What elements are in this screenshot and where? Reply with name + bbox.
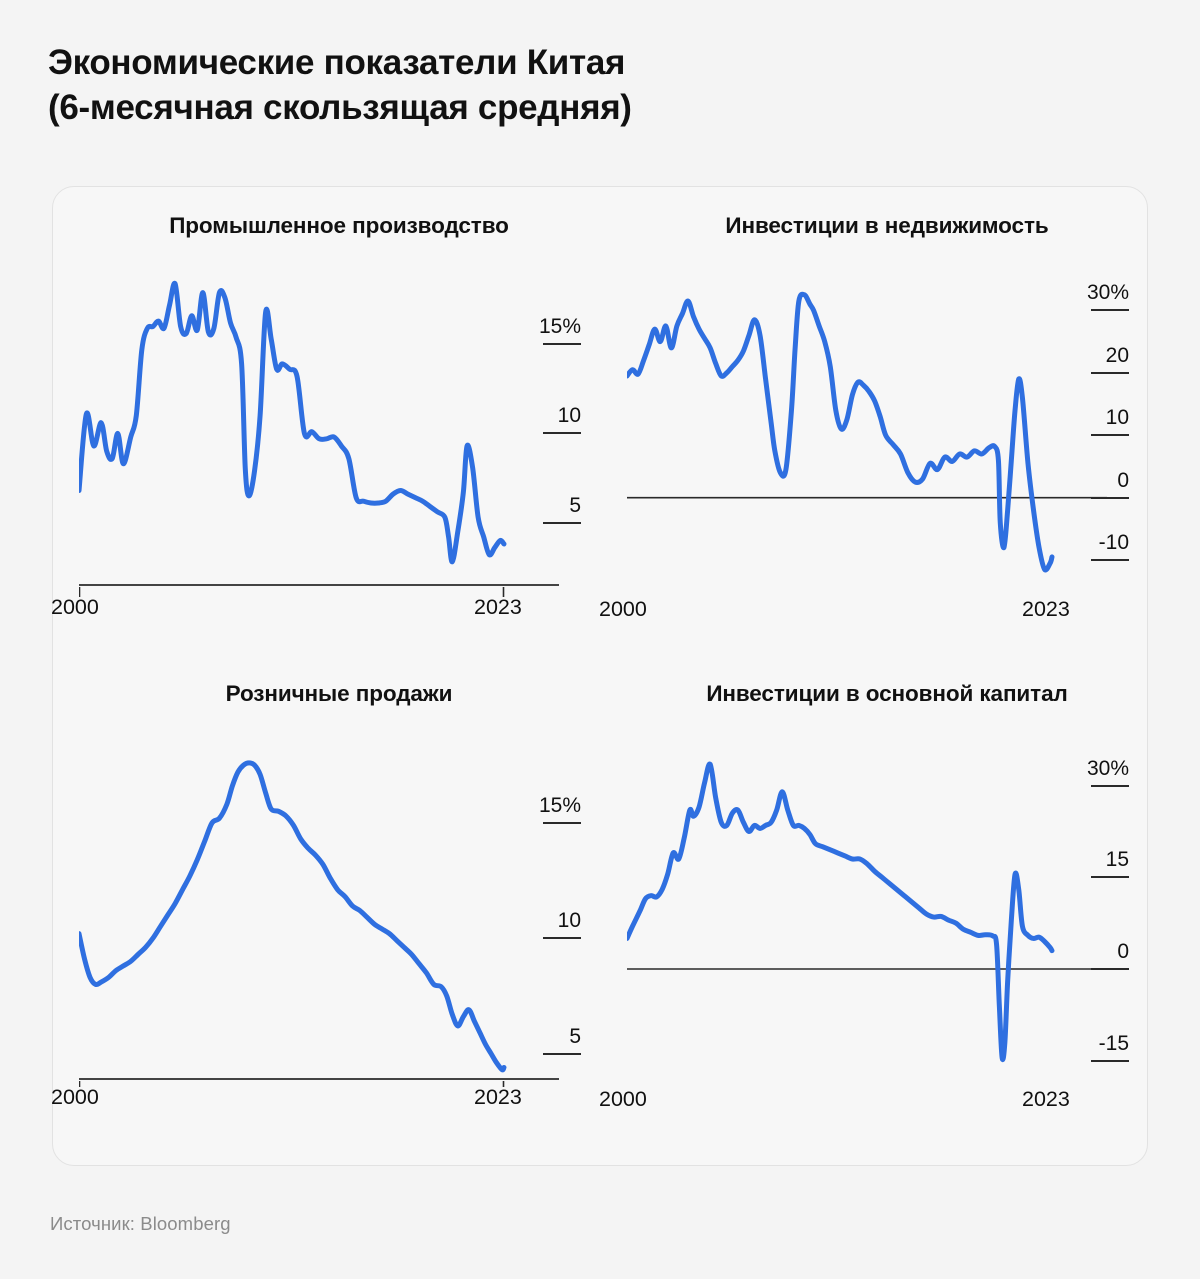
source-note: Источник: Bloomberg [50, 1213, 231, 1234]
y-axis-tick: 15 [1057, 848, 1129, 879]
x-axis-tick-label: 2000 [51, 595, 99, 619]
x-axis-tick-label: 2000 [599, 597, 647, 621]
y-axis-tick-label: 30% [1086, 756, 1129, 780]
y-axis-tick-label: 15% [538, 315, 581, 339]
plot-area [627, 213, 1107, 597]
y-axis-tick: 10 [509, 404, 581, 435]
y-axis-tick-dash [543, 937, 581, 940]
y-axis-tick-label: 0 [1117, 940, 1129, 963]
y-axis-tick-label: 0 [1117, 468, 1129, 492]
plot-area [627, 681, 1107, 1087]
page-title: Экономические показатели Китая (6-месячн… [48, 40, 1048, 130]
y-axis-tick-dash [1091, 309, 1129, 312]
series-svg [627, 761, 1107, 1063]
data-series-line [627, 291, 1055, 573]
x-axis-tick-label: 2023 [474, 1085, 522, 1109]
y-axis-tick: 10 [509, 909, 581, 940]
y-axis-tick-dash [543, 1052, 581, 1055]
y-axis-tick: -15 [1057, 1031, 1129, 1062]
y-axis-tick-dash [543, 343, 581, 346]
series-svg [79, 760, 559, 1087]
y-axis-tick-dash [1091, 371, 1129, 374]
y-axis-tick-label: -15 [1098, 1031, 1129, 1055]
y-axis-tick-label: 15 [1105, 848, 1129, 872]
y-axis-tick-dash [1091, 876, 1129, 879]
data-series-line [627, 761, 1055, 1063]
y-axis-tick: 5 [509, 493, 581, 524]
y-axis-tick-label: 15% [538, 793, 581, 817]
y-axis-tick-dash [1091, 559, 1129, 562]
plot-area [79, 213, 559, 597]
y-axis-tick-label: 30% [1086, 281, 1129, 305]
y-axis-tick: 15% [509, 793, 581, 824]
panel-title: Инвестиции в основной капитал [706, 681, 1068, 706]
data-series-line [79, 280, 507, 565]
charts-card: Промышленное производство 15% 10 5 2000 2023… [51, 186, 1148, 1166]
title-line-2: (6-месячная скользящая средняя) [48, 88, 632, 127]
y-axis-tick-label: 5 [569, 493, 581, 517]
y-axis-tick-dash [1091, 496, 1129, 499]
y-axis-tick: 0 [1057, 468, 1129, 499]
y-axis-tick-dash [543, 432, 581, 435]
y-axis-tick-dash [1091, 784, 1129, 787]
chart-panel-retail-sales: Розничные продажи 15% 10 5 2000 2023 [51, 681, 599, 1141]
y-axis-tick-dash [543, 521, 581, 524]
panel-title: Инвестиции в недвижимость [725, 213, 1049, 238]
y-axis-tick-label: 20 [1105, 343, 1129, 367]
y-axis-tick-label: 10 [1105, 406, 1129, 430]
data-series-line [79, 760, 507, 1073]
x-axis-tick-label: 2023 [1022, 1087, 1070, 1111]
y-axis-tick-dash [1091, 1059, 1129, 1062]
chart-panel-property-investment: Инвестиции в недвижимость 30% 20 10 0 -10 200… [599, 213, 1147, 653]
y-axis-tick-label: 5 [569, 1024, 581, 1048]
y-axis-tick-label: -10 [1098, 531, 1129, 555]
y-axis-tick: 30% [1057, 281, 1129, 312]
y-axis-tick: 30% [1057, 756, 1129, 787]
y-axis-tick-dash [1091, 434, 1129, 437]
y-axis-tick: -10 [1057, 531, 1129, 562]
x-axis-tick-label: 2000 [599, 1087, 647, 1111]
y-axis-tick: 10 [1057, 406, 1129, 437]
chart-panel-industrial-production: Промышленное производство 15% 10 5 2000 2023 [51, 213, 599, 653]
chart-panel-fixed-asset-investment: Инвестиции в основной капитал 30% 15 0 -15 2… [599, 681, 1147, 1141]
y-axis-tick-label: 10 [557, 404, 581, 428]
y-axis-tick: 20 [1057, 343, 1129, 374]
y-axis-tick: 15% [509, 315, 581, 346]
y-axis-tick-label: 10 [557, 909, 581, 933]
panel-title: Промышленное производство [169, 213, 509, 238]
y-axis-tick: 5 [509, 1024, 581, 1055]
title-line-1: Экономические показатели Китая [48, 43, 626, 82]
series-svg [627, 291, 1107, 573]
x-axis-tick-label: 2000 [51, 1085, 99, 1109]
y-axis-tick-dash [1091, 968, 1129, 970]
panel-title: Розничные продажи [225, 681, 453, 706]
x-axis-tick-label: 2023 [474, 595, 522, 619]
x-axis-tick-label: 2023 [1022, 597, 1070, 621]
series-svg [79, 280, 559, 597]
y-axis-tick: 0 [1057, 941, 1129, 970]
plot-area [79, 681, 559, 1087]
y-axis-tick-dash [543, 821, 581, 824]
